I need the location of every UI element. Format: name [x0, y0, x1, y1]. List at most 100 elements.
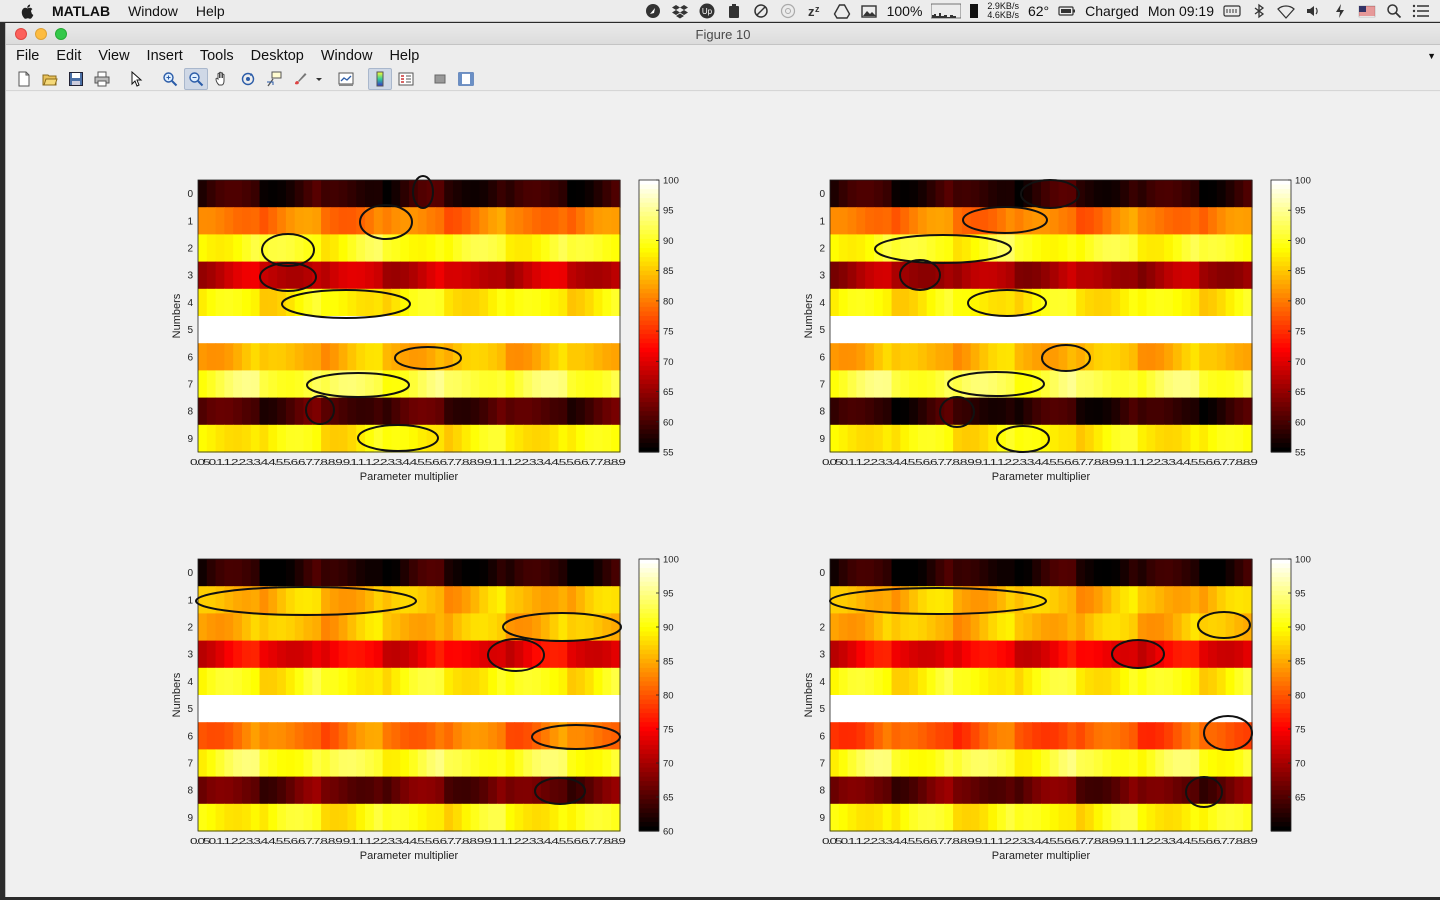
wifi-icon[interactable]: [1277, 3, 1295, 19]
colorbar-segment: [1271, 681, 1291, 687]
colorbar-tick-label: 95: [1295, 206, 1306, 217]
heatmap-cell: [268, 234, 278, 263]
zoom-out-icon[interactable]: [184, 67, 208, 90]
heatmap-axes-top-left[interactable]: 0 1 2 3 4 5 6 7 8 9 0.050.1.1.2.2.3.3.4.4.5.5.6.6.…: [161, 147, 701, 482]
upwork-icon[interactable]: Up: [698, 3, 716, 19]
clipboard-icon[interactable]: [725, 3, 743, 19]
dashcircle-icon[interactable]: [779, 3, 797, 19]
menu-edit[interactable]: Edit: [56, 48, 82, 64]
maximize-window-button[interactable]: [55, 28, 67, 40]
menubar-help[interactable]: Help: [195, 2, 225, 19]
navigation-icon[interactable]: [644, 3, 662, 19]
heatmap-cell: [865, 776, 875, 805]
heatmap-cell: [241, 559, 252, 587]
menubar-app-name[interactable]: MATLAB: [52, 2, 111, 19]
colorbar-tick-label: 60: [663, 827, 674, 838]
data-cursor-icon[interactable]: [262, 68, 286, 90]
heatmap-cell: [488, 776, 498, 805]
rotate-3d-icon[interactable]: [236, 68, 260, 90]
colorbar-segment: [639, 202, 659, 208]
heatmap-cell: [1102, 695, 1112, 723]
heatmap-cell: [303, 397, 313, 426]
menu-desktop[interactable]: Desktop: [250, 48, 304, 64]
menu-window[interactable]: Window: [320, 48, 373, 64]
menu-overflow-icon[interactable]: ▼: [1427, 51, 1436, 61]
apple-icon[interactable]: [20, 3, 36, 19]
menu-insert[interactable]: Insert: [146, 48, 183, 64]
heatmap-cell: [847, 722, 857, 750]
heatmap-cell: [417, 559, 428, 587]
colorbar-icon[interactable]: [368, 67, 392, 90]
activity-graph-icon[interactable]: [931, 3, 962, 19]
menu-view[interactable]: View: [98, 48, 130, 64]
heatmap-cell: [1216, 586, 1227, 614]
menu-tools[interactable]: Tools: [199, 48, 234, 64]
heatmap-cell: [847, 397, 857, 426]
heatmap-axes-bottom-left[interactable]: 0 1 2 3 4 5 6 7 8 9 0.050.1.1.2.2.3.3.4.4.5.5.6.6.…: [161, 526, 701, 862]
heatmap-cell: [338, 695, 349, 723]
memory-bar-icon[interactable]: [970, 3, 979, 19]
menubar-window[interactable]: Window: [128, 2, 178, 19]
spotlight-search-icon[interactable]: [1385, 3, 1403, 19]
heatmap-cell: [917, 613, 928, 642]
heatmap-cell: [1058, 397, 1068, 426]
power-plug-icon[interactable]: [1331, 3, 1349, 19]
legend-icon[interactable]: [394, 68, 418, 90]
dropbox-icon[interactable]: [671, 3, 689, 19]
print-icon[interactable]: [90, 68, 114, 90]
heatmap-cell: [338, 207, 349, 235]
heatmap-svg: 0234567890.050.1.1.2.2.3.3.4.4.5.5.6.6.7…: [803, 555, 1311, 862]
heatmap-cell: [584, 559, 595, 587]
photos-icon[interactable]: [860, 3, 878, 19]
bluetooth-icon[interactable]: [1250, 3, 1268, 19]
heatmap-cell: [1041, 722, 1051, 750]
heatmap-cell: [488, 667, 498, 696]
new-figure-icon[interactable]: [12, 68, 36, 90]
brush-dropdown-icon[interactable]: [314, 68, 324, 90]
heatmap-cell: [988, 234, 998, 263]
minimize-window-button[interactable]: [35, 28, 47, 40]
heatmap-cell: [391, 261, 401, 290]
heatmap-axes-bottom-right[interactable]: 0 2 3 4 5 6 7 8 9 0.050.1.1.2.2.3.3.4.4.5.5.6.6.7…: [793, 526, 1333, 862]
google-drive-icon[interactable]: [833, 3, 851, 19]
keyboard-icon[interactable]: [1223, 3, 1241, 19]
window-titlebar[interactable]: Figure 10: [6, 23, 1440, 45]
sync-icon[interactable]: [752, 3, 770, 19]
heatmap-cell: [1111, 316, 1121, 344]
heatmap-cell: [365, 288, 375, 317]
menu-file[interactable]: File: [16, 48, 40, 64]
heatmap-cell: [593, 559, 604, 587]
close-window-button[interactable]: [15, 28, 27, 40]
heatmap-axes-top-right[interactable]: 0 1 2 3 4 5 6 7 8 9 0.050.1.1.2.2.3.3.4.4.5.5.6.6.…: [793, 147, 1333, 483]
heatmap-cell: [206, 613, 217, 642]
show-plot-tools-icon[interactable]: [454, 68, 478, 90]
heatmap-cell: [461, 370, 472, 399]
zoom-in-icon[interactable]: [158, 68, 182, 90]
link-plot-icon[interactable]: [334, 68, 358, 90]
brush-icon[interactable]: [288, 68, 312, 90]
menu-help[interactable]: Help: [389, 48, 420, 64]
battery-icon[interactable]: [1058, 3, 1076, 19]
colorbar-segment: [639, 370, 659, 376]
open-file-icon[interactable]: [38, 68, 62, 90]
hide-plot-tools-icon[interactable]: [428, 68, 452, 90]
heatmap-cell: [979, 288, 989, 317]
clock[interactable]: Mon 09:19: [1147, 3, 1214, 19]
heatmap-cell: [233, 316, 243, 344]
notification-center-icon[interactable]: [1412, 3, 1430, 19]
pointer-icon[interactable]: [124, 68, 148, 90]
save-icon[interactable]: [64, 68, 88, 90]
heatmap-cell: [409, 397, 419, 426]
heatmap-cell: [1023, 180, 1033, 208]
colorbar-segment: [1271, 704, 1291, 710]
heatmap-cell: [1164, 288, 1174, 317]
heatmap-cell: [1102, 803, 1112, 832]
heatmap-cell: [1243, 667, 1253, 696]
flag-us-icon[interactable]: [1358, 3, 1376, 19]
y-axis-label: Numbers: [171, 293, 183, 338]
volume-icon[interactable]: [1304, 3, 1322, 19]
figure-canvas[interactable]: 0 1 2 3 4 5 6 7 8 9 0.050.1.1.2.2.3.3.4.4.5.5.6.6.…: [6, 92, 1440, 897]
pan-hand-icon[interactable]: [210, 68, 234, 90]
heatmap-cell: [523, 613, 533, 642]
